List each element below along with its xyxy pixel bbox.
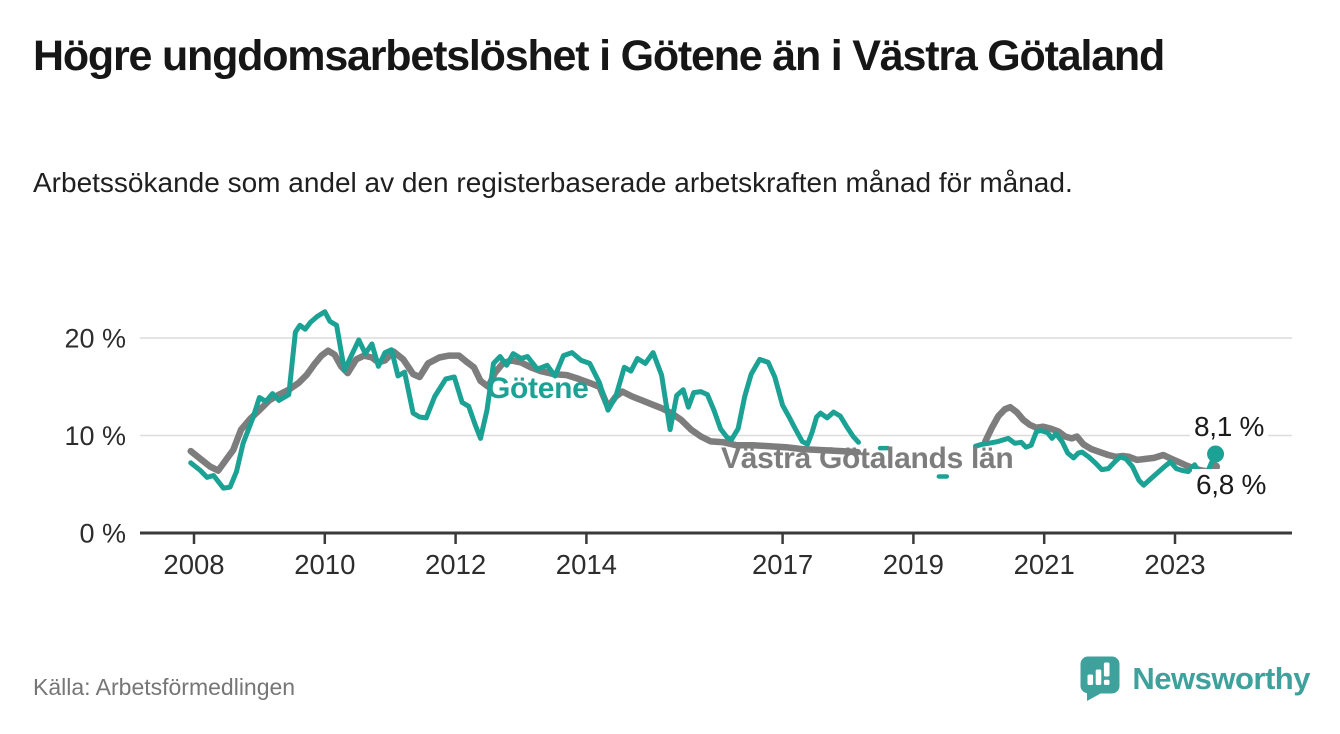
- x-tick-label-2010: 2010: [294, 549, 355, 580]
- x-tick-label-2008: 2008: [163, 549, 224, 580]
- series-line-vastra-gotalands-lan-segment-1: [982, 403, 1219, 475]
- chart-subtitle: Arbetssökande som andel av den registerb…: [33, 167, 1073, 198]
- x-tick-label-2023: 2023: [1144, 549, 1205, 580]
- x-tick-label-2019: 2019: [883, 549, 944, 580]
- end-dot-gotene: [1207, 445, 1225, 463]
- end-value-label-vastra: 6,8 %: [1192, 469, 1271, 501]
- bar-chart-exclamation-bubble-icon: [1079, 655, 1121, 702]
- x-tick-label-2021: 2021: [1014, 549, 1075, 580]
- page-title: Högre ungdomsarbetslöshet i Götene än i …: [33, 32, 1165, 80]
- series-line-gotene-segment-0: [188, 309, 861, 491]
- series-line-gotene-segment-1: [973, 428, 1218, 488]
- y-tick-label-10: 10 %: [64, 421, 126, 451]
- y-tick-label-0: 0 %: [79, 519, 126, 549]
- y-tick-label-20: 20 %: [64, 324, 126, 354]
- series-label-vastra-gotalands-lan: Västra Götalands län: [721, 442, 1014, 475]
- x-tick-label-2017: 2017: [752, 549, 813, 580]
- series-label-gotene: Götene: [487, 372, 589, 405]
- source-credit: Källa: Arbetsförmedlingen: [33, 674, 296, 700]
- newsworthy-brand: Newsworthy: [1079, 655, 1310, 702]
- x-tick-label-2014: 2014: [556, 549, 617, 580]
- x-tick-label-2012: 2012: [425, 549, 486, 580]
- end-value-label-gotene: 8,1 %: [1190, 411, 1269, 443]
- brand-wordmark: Newsworthy: [1132, 660, 1310, 696]
